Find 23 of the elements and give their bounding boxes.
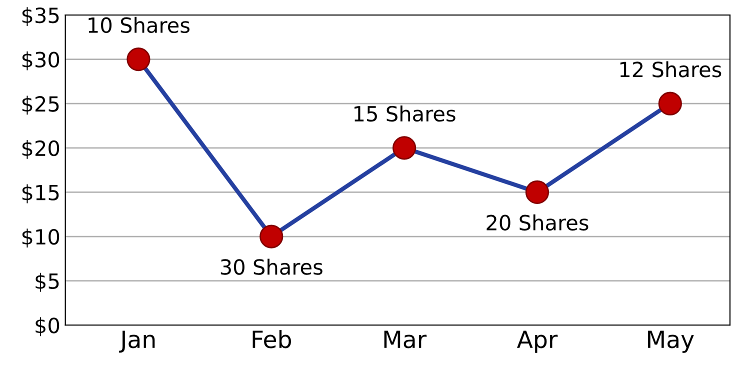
y-tick-label: $10	[22, 228, 60, 248]
y-tick-label: $35	[22, 7, 59, 26]
annotation: 15 Shares	[354, 106, 456, 122]
annotation: 30 Shares	[220, 258, 322, 275]
annotation: 10 Shares	[88, 16, 190, 34]
y-tick-label: $0	[36, 317, 60, 336]
x-tick-label: Feb	[252, 330, 291, 348]
x-tick-label: Jan	[119, 330, 155, 353]
y-tick-label: $15	[22, 184, 59, 204]
annotation: 20 Shares	[486, 214, 588, 231]
point	[658, 92, 682, 116]
y-tick-label: $25	[22, 96, 59, 115]
point	[525, 180, 550, 204]
x-tick-label: May	[648, 330, 694, 353]
annotation: 12 Shares	[620, 61, 722, 78]
y-tick-label: $20	[22, 140, 60, 159]
point	[392, 136, 416, 160]
point	[126, 48, 150, 72]
x-tick-label: Mar	[384, 330, 427, 348]
y-tick-label: $30	[22, 51, 60, 70]
x-tick-label: Apr	[516, 330, 558, 353]
y-tick-label: $5	[36, 272, 59, 292]
point	[260, 224, 284, 248]
